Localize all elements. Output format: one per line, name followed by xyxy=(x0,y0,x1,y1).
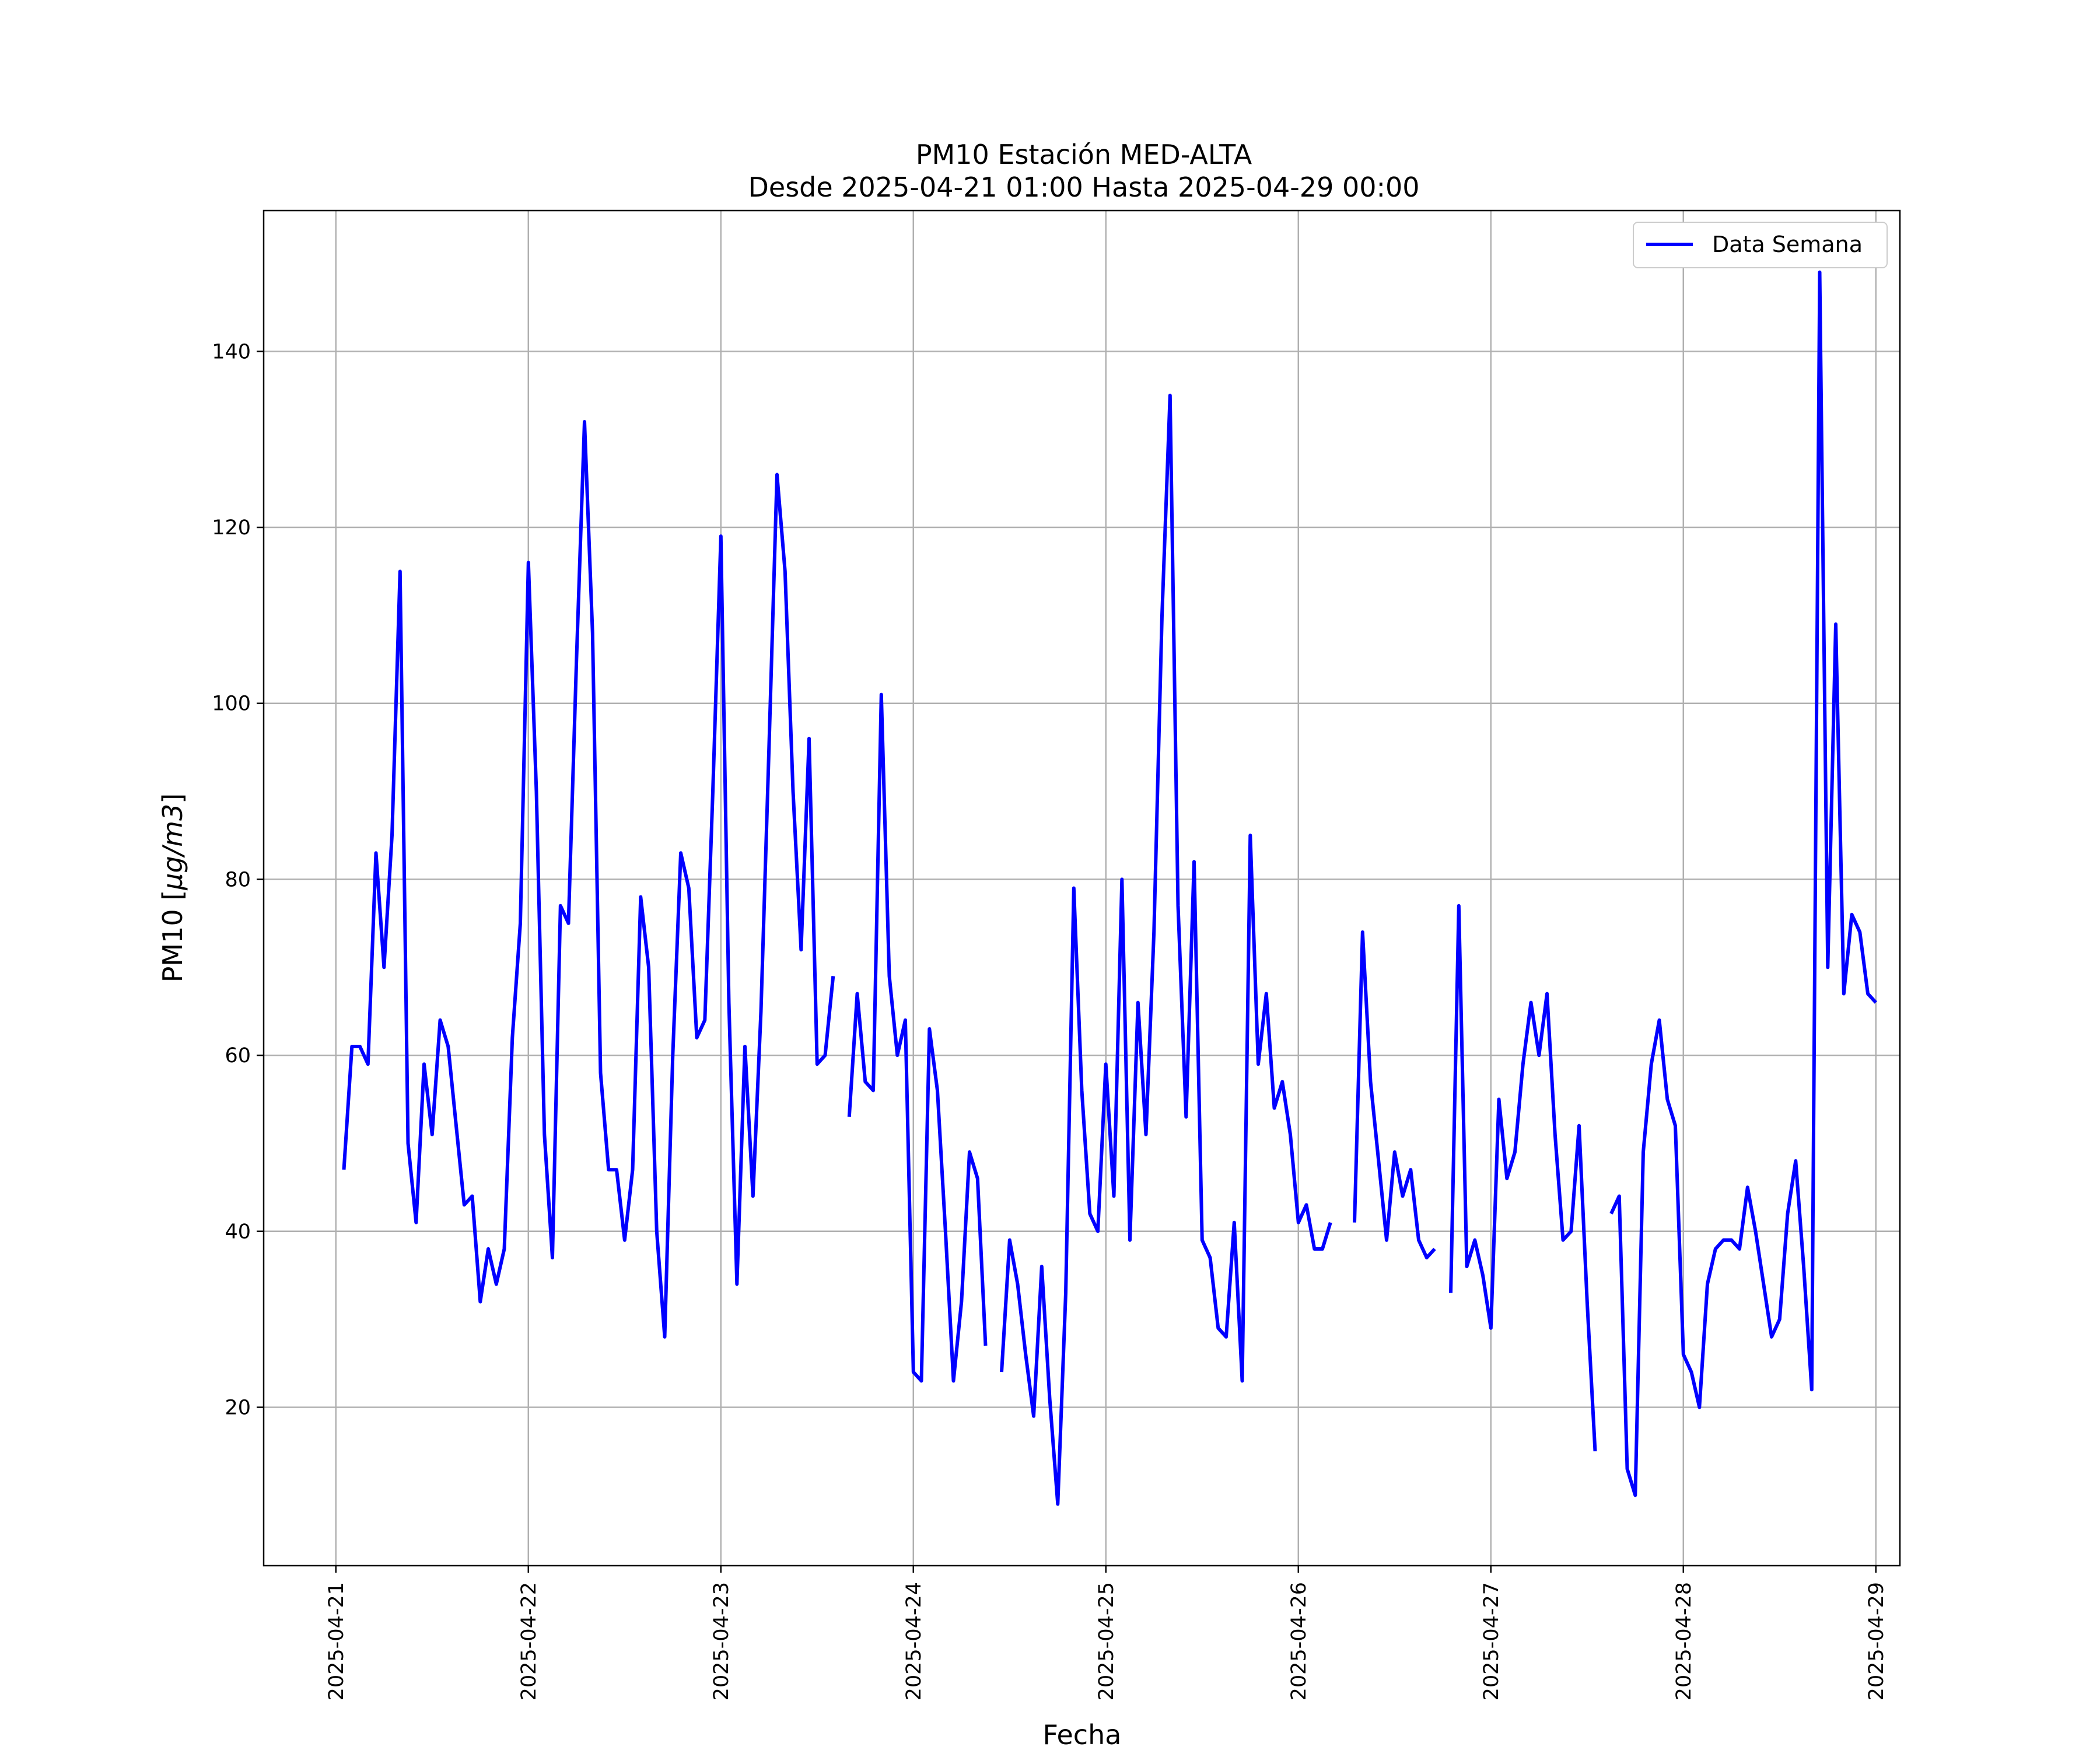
legend-label-data-semana: Data Semana xyxy=(1712,232,1863,257)
x-tick-label-2025-04-25: 2025-04-25 xyxy=(1095,1582,1118,1700)
y-tick-label-140: 140 xyxy=(212,340,251,363)
x-axis-label: Fecha xyxy=(1043,1719,1122,1750)
x-tick-label-2025-04-26: 2025-04-26 xyxy=(1287,1582,1311,1700)
y-axis-ticks: 20 40 60 80 100 120 140 xyxy=(212,340,264,1419)
x-tick-label-2025-04-24: 2025-04-24 xyxy=(902,1582,926,1700)
legend: Data Semana xyxy=(1633,222,1888,268)
series-line-0 xyxy=(342,270,1878,1506)
y-axis-label-main: PM10 [ xyxy=(157,890,188,983)
x-tick-label-2025-04-29: 2025-04-29 xyxy=(1865,1582,1888,1700)
y-tick-label-120: 120 xyxy=(212,516,251,540)
legend-box xyxy=(1633,222,1888,268)
x-tick-label-2025-04-22: 2025-04-22 xyxy=(517,1582,541,1700)
series-lines xyxy=(342,270,1878,1506)
y-tick-label-80: 80 xyxy=(225,868,251,891)
plot-area-frame xyxy=(262,209,1901,1567)
chart-title: PM10 Estación MED-ALTA xyxy=(916,139,1252,170)
x-tick-label-2025-04-28: 2025-04-28 xyxy=(1672,1582,1696,1700)
y-tick-label-100: 100 xyxy=(212,692,251,716)
x-tick-label-2025-04-23: 2025-04-23 xyxy=(710,1582,733,1700)
y-tick-label-40: 40 xyxy=(225,1220,251,1244)
x-tick-label-2025-04-21: 2025-04-21 xyxy=(325,1582,348,1700)
y-tick-label-60: 60 xyxy=(225,1044,251,1068)
y-axis-label-unit: μg/m3 xyxy=(157,804,188,891)
y-axis-label-close: ] xyxy=(157,793,188,804)
chart-subtitle: Desde 2025-04-21 01:00 Hasta 2025-04-29 … xyxy=(748,172,1419,203)
x-tick-label-2025-04-27: 2025-04-27 xyxy=(1480,1582,1503,1700)
x-axis-ticks: 2025-04-21 2025-04-22 2025-04-23 2025-04-24… xyxy=(325,1566,1888,1700)
y-tick-label-20: 20 xyxy=(225,1396,251,1419)
y-axis-label: PM10 [μg/m3] xyxy=(157,793,188,983)
